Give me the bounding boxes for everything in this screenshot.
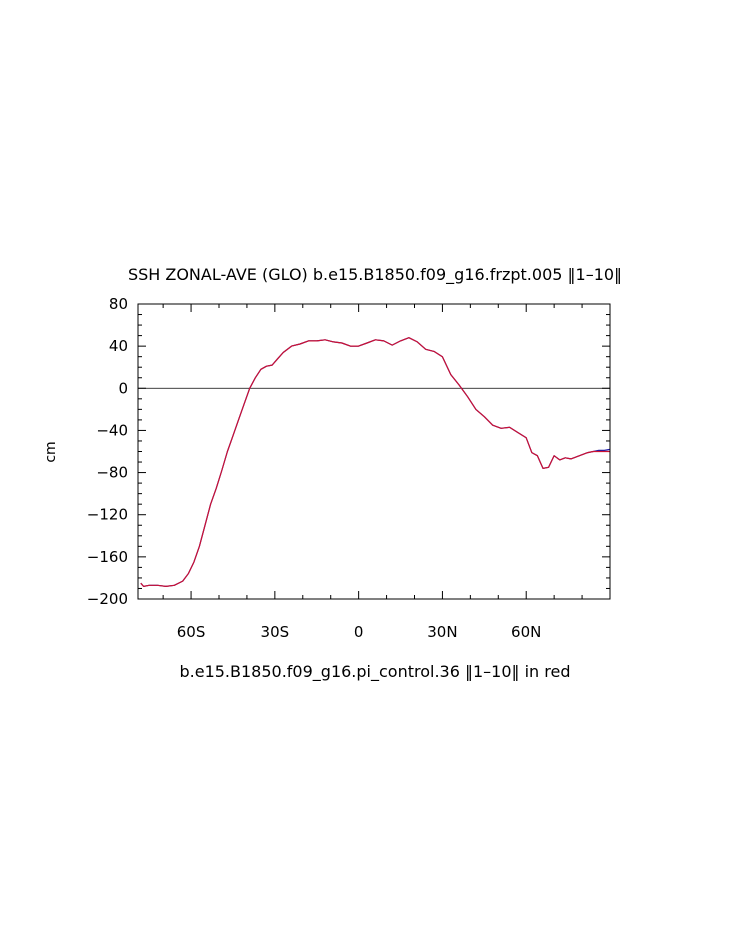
y-tick-label: 0 bbox=[118, 379, 128, 397]
y-axis-label: cm bbox=[43, 441, 59, 462]
y-tick-label: −200 bbox=[87, 590, 128, 608]
plot-frame bbox=[137, 303, 611, 600]
x-tick-label: 30N bbox=[427, 623, 457, 641]
series-lines bbox=[140, 337, 611, 588]
chart-subtitle: b.e15.B1850.f09_g16.pi_control.36 ‖1–10‖… bbox=[179, 662, 570, 682]
y-tick-label: −160 bbox=[87, 548, 128, 566]
series-line-1 bbox=[140, 337, 610, 588]
y-tick-label: −80 bbox=[96, 464, 128, 482]
chart-title: SSH ZONAL-AVE (GLO) b.e15.B1850.f09_g16.… bbox=[128, 265, 622, 285]
x-tick-label: 0 bbox=[354, 623, 364, 641]
y-tick-label: −120 bbox=[87, 506, 128, 524]
x-tick-label: 60S bbox=[177, 623, 206, 641]
x-tick-label: 60N bbox=[511, 623, 541, 641]
x-tick-label: 30S bbox=[261, 623, 290, 641]
y-tick-label: 80 bbox=[109, 295, 128, 313]
axis-ticks: 80 40 0 −40 −80 −120 −160 −200 60S 30S 0 30N 60N bbox=[87, 295, 611, 641]
y-tick-label: −40 bbox=[96, 421, 128, 439]
y-tick-label: 40 bbox=[109, 337, 128, 355]
